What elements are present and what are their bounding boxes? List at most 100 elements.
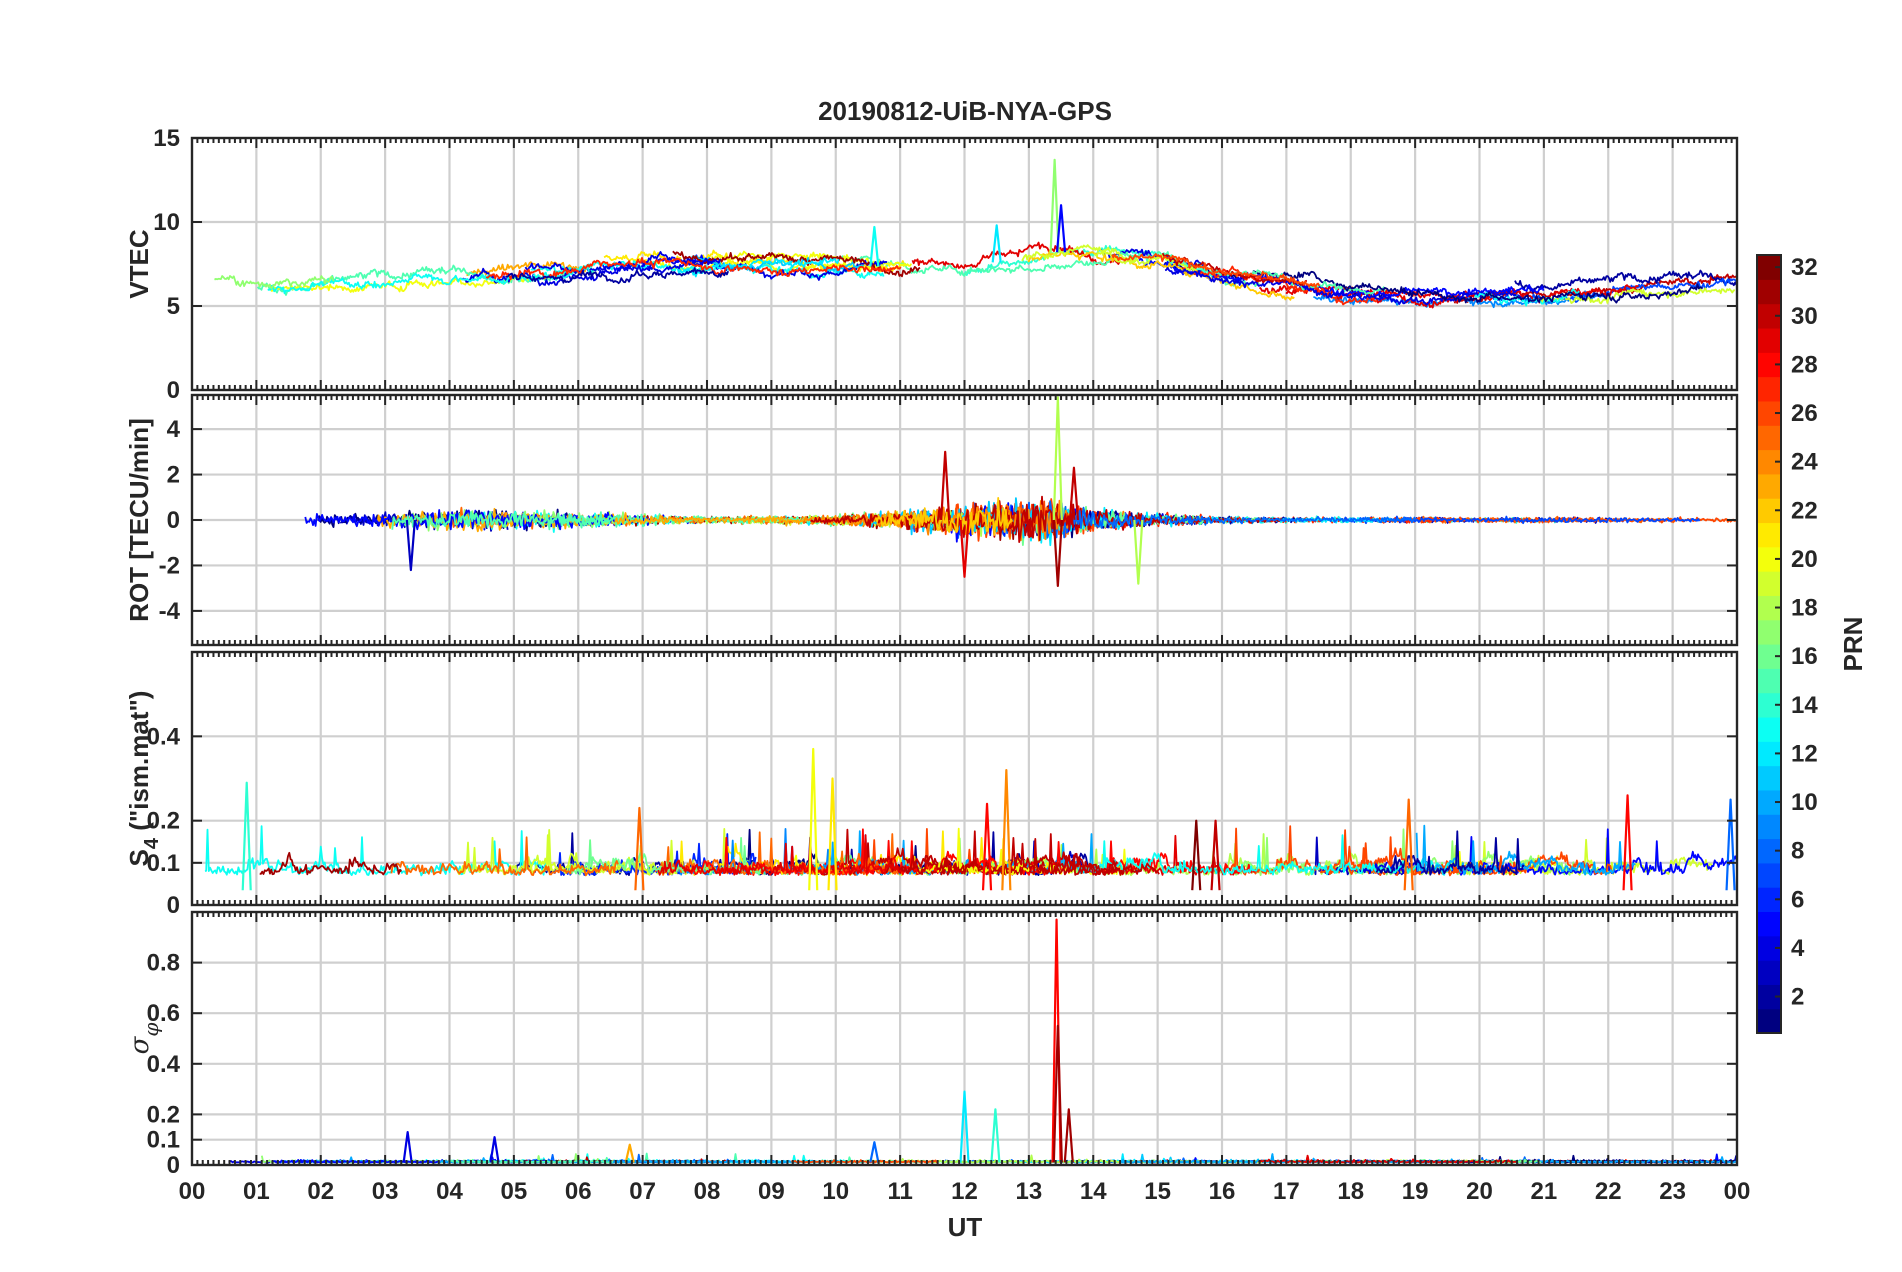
x-tick-label: 03: [372, 1178, 399, 1205]
y-tick-label: 0.1: [147, 850, 180, 877]
prn-spike: [940, 450, 951, 521]
x-tick-label: 14: [1080, 1178, 1107, 1205]
y-tick-label: 0: [167, 507, 180, 534]
x-tick-label: 12: [951, 1178, 978, 1205]
colorbar-label: PRN: [1838, 617, 1868, 672]
prn-trace: [911, 241, 1121, 270]
y-tick-label: 0.2: [147, 808, 180, 835]
prn-spike: [405, 519, 416, 572]
prn-spike: [1210, 819, 1221, 891]
prn-spike: [1049, 158, 1060, 254]
prn-spike: [991, 224, 1002, 263]
y-tick-label: 15: [153, 125, 180, 152]
colorbar-tick-label: 12: [1791, 740, 1818, 767]
y-tick-label: -2: [159, 552, 180, 579]
panel-rot: -4 -2 0 2 4 ROT [TECU/min]: [124, 393, 1739, 647]
x-axis-tick-labels: 00 01 02 03 04 05 06 07 08 09 10 11 12 13 14 15 16 17 18 19…: [179, 1178, 1751, 1205]
prn-trace: [1045, 500, 1418, 539]
prn-trace: [1415, 824, 1636, 876]
y-tick-label: 0: [167, 377, 180, 404]
x-tick-label: 21: [1531, 1178, 1558, 1205]
colorbar-segment: [1757, 473, 1781, 499]
panel-rot-y-ticks: -4 -2 0 2 4: [159, 416, 1737, 625]
x-tick-label: 00: [179, 1178, 206, 1205]
colorbar-tick-label: 10: [1791, 789, 1818, 816]
y-tick-label: 0: [167, 892, 180, 919]
prn-spike: [1725, 798, 1736, 891]
x-tick-label: 18: [1337, 1178, 1364, 1205]
y-label-subscript: 4: [141, 837, 163, 849]
colorbar-tick-label: 14: [1791, 692, 1818, 719]
prn-trace: [461, 257, 721, 287]
prn-spike: [1055, 204, 1067, 253]
colorbar-tick-label: 6: [1791, 886, 1804, 913]
x-tick-label: 20: [1466, 1178, 1493, 1205]
colorbar-segment: [1757, 911, 1781, 937]
prn-trace: [1093, 249, 1197, 272]
colorbar-tick-label: 18: [1791, 595, 1818, 622]
x-tick-label: 01: [243, 1178, 270, 1205]
prn-spike: [624, 1143, 635, 1163]
colorbar-tick-label: 26: [1791, 400, 1818, 427]
x-tick-label: 02: [307, 1178, 334, 1205]
y-tick-label: 0.2: [147, 1101, 180, 1128]
colorbar-segment: [1757, 425, 1781, 451]
colorbar-tick-label: 2: [1791, 984, 1804, 1011]
x-tick-label: 00: [1724, 1178, 1751, 1205]
y-tick-label: 0: [167, 1152, 180, 1179]
x-tick-label: 13: [1016, 1178, 1043, 1205]
prn-trace: [895, 833, 1118, 876]
prn-spike: [1622, 794, 1633, 891]
x-tick-label: 06: [565, 1178, 592, 1205]
prn-spike: [808, 747, 819, 891]
x-tick-label: 16: [1209, 1178, 1236, 1205]
prn-trace: [267, 265, 593, 295]
panel-sigma_phi-y-ticks: 00.10.2 0.4 0.6 0.8: [147, 950, 1737, 1179]
colorbar-segment: [1757, 668, 1781, 694]
colorbar-tick-label: 30: [1791, 303, 1818, 330]
colorbar-tick-label: 20: [1791, 546, 1818, 573]
prn-trace: [1111, 252, 1321, 289]
y-label-symbol: S: [124, 849, 154, 866]
x-tick-label: 05: [501, 1178, 528, 1205]
prn-trace: [809, 503, 1076, 543]
panel-rot-traces: [304, 396, 1738, 588]
prn-trace: [791, 1159, 939, 1164]
prn-spike: [1191, 819, 1202, 891]
prn-trace: [1164, 266, 1522, 306]
x-tick-label: 22: [1595, 1178, 1622, 1205]
prn-trace: [657, 834, 903, 876]
prn-trace: [1342, 282, 1704, 304]
x-tick-label: 11: [887, 1178, 912, 1205]
colorbar-segment: [1757, 814, 1781, 840]
x-tick-label: 09: [758, 1178, 785, 1205]
prn-spike: [869, 1141, 880, 1163]
colorbar-tick-label: 8: [1791, 838, 1804, 865]
panel-s4-x-ticks: [191, 652, 1738, 905]
colorbar-segment: [1757, 619, 1781, 645]
colorbar-tick-label: 22: [1791, 497, 1818, 524]
colorbar-segment: [1757, 765, 1781, 791]
y-label-suffix: ("ism.mat"): [124, 691, 154, 838]
panel-s4: 00.10.20.4S4 ("ism.mat"): [124, 650, 1739, 919]
panel-s4-y-label: S4 ("ism.mat"): [124, 691, 163, 867]
colorbar-segment: [1757, 1008, 1781, 1034]
panel-vtec-y-label: VTEC: [124, 229, 154, 299]
prn-trace: [1182, 265, 1378, 306]
y-tick-label: 0.4: [147, 1051, 181, 1078]
prn-trace: [390, 836, 619, 877]
prn-trace: [1164, 261, 1384, 299]
y-tick-label: 0.6: [147, 1000, 180, 1027]
y-tick-label: 0.1: [147, 1127, 180, 1154]
x-tick-label: 04: [436, 1178, 463, 1205]
prn-spike: [1063, 1108, 1074, 1163]
x-tick-label: 23: [1659, 1178, 1686, 1205]
prn-spike: [634, 806, 645, 891]
panel-vtec-y-ticks: 0 5 10 15: [153, 125, 1737, 404]
colorbar-segment: [1757, 376, 1781, 402]
y-label-symbol: σ: [125, 1035, 155, 1054]
y-tick-label: 5: [167, 293, 180, 320]
prn-trace: [1027, 250, 1295, 301]
